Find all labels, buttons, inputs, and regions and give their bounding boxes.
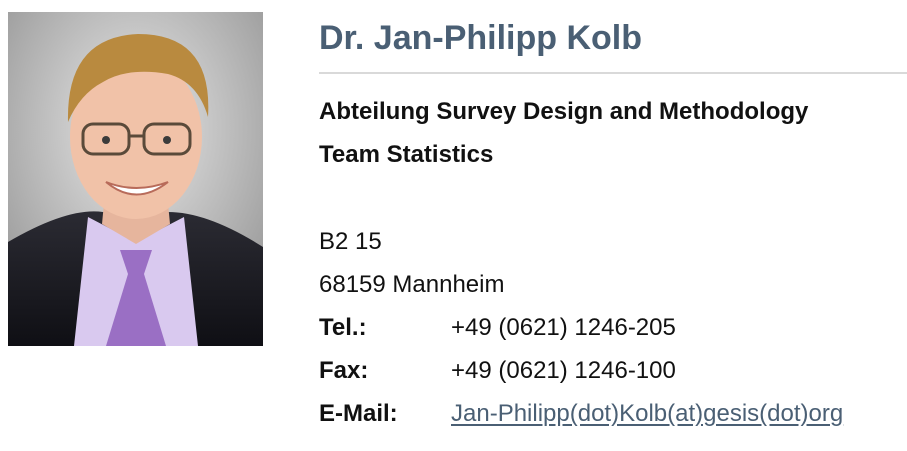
fax-value: +49 (0621) 1246-100: [451, 357, 676, 384]
tel-label: Tel.:: [319, 314, 367, 341]
profile-photo: [8, 12, 263, 346]
tel-value: +49 (0621) 1246-205: [451, 314, 676, 341]
title-divider: [319, 72, 907, 74]
tel-row: Tel.: +49 (0621) 1246-205: [319, 306, 907, 349]
department-name: Abteilung Survey Design and Methodology: [319, 98, 809, 125]
fax-row: Fax: +49 (0621) 1246-100: [319, 349, 907, 392]
email-link[interactable]: Jan-Philipp(dot)Kolb(at)gesis(dot)org: [451, 400, 844, 427]
fax-label: Fax:: [319, 357, 369, 384]
email-row: E-Mail: Jan-Philipp(dot)Kolb(at)gesis(do…: [319, 392, 907, 435]
email-label: E-Mail:: [319, 400, 398, 427]
address-room: B2 15: [319, 228, 382, 255]
address-block: B2 15 68159 Mannheim Tel.: +49 (0621) 12…: [319, 220, 907, 435]
address-city: 68159 Mannheim: [319, 271, 505, 298]
team-name: Team Statistics: [319, 141, 494, 168]
profile-info: Dr. Jan-Philipp Kolb Abteilung Survey De…: [319, 14, 907, 435]
department-block: Abteilung Survey Design and Methodology …: [319, 90, 907, 176]
page-title: Dr. Jan-Philipp Kolb: [319, 19, 643, 57]
person-portrait-icon: [8, 12, 263, 346]
